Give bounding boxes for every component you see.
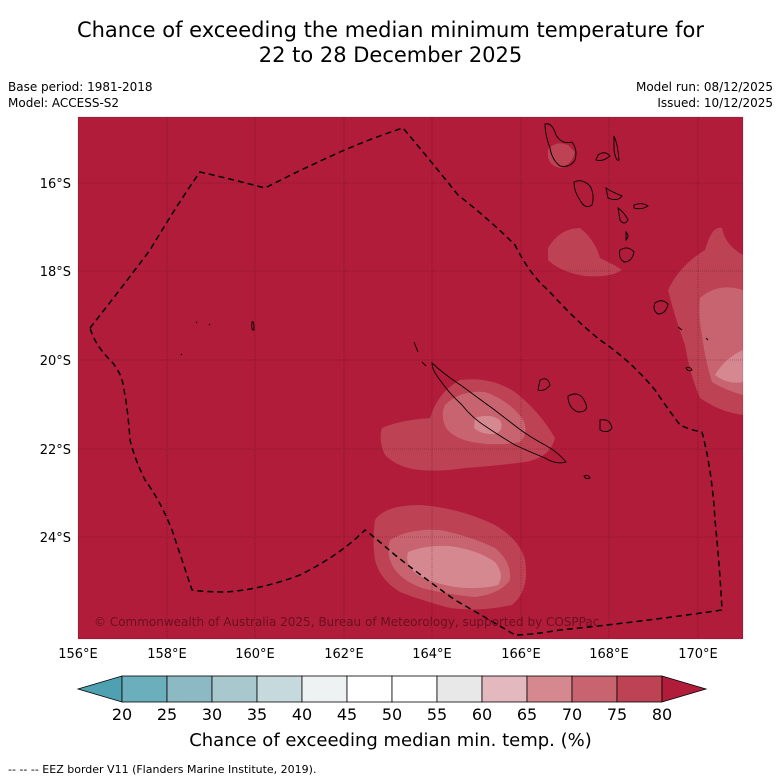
colorbar-tick-label: 50 — [382, 705, 402, 724]
colorbar-bin — [616, 675, 663, 703]
probability-contours — [373, 143, 743, 610]
colorbar-tick-label: 30 — [202, 705, 222, 724]
lat-label: 20°S — [40, 354, 71, 369]
contour-65-70-south — [407, 545, 501, 589]
contour-70-75-vanuatu-mid — [548, 228, 622, 277]
lon-label: 156°E — [58, 647, 98, 662]
colorbar-bin — [256, 675, 303, 703]
model-name: Model: ACCESS-S2 — [8, 96, 120, 110]
eez-footnote: -- -- -- EEZ border V11 (Flanders Marine… — [8, 763, 317, 776]
chesterfield-islets — [180, 321, 255, 356]
colorbar-tick-label: 70 — [562, 705, 582, 724]
contour-70-75-vanuatu-north — [547, 143, 575, 168]
colorbar-bin — [301, 675, 348, 703]
lat-label: 22°S — [40, 443, 71, 458]
contour-65-70-far-right — [715, 350, 743, 383]
colorbar-tick-label: 20 — [112, 705, 132, 724]
colorbar-bin — [211, 675, 258, 703]
map-gridlines — [78, 117, 743, 639]
colorbar-label: Chance of exceeding median min. temp. (%… — [189, 730, 592, 751]
colorbar-bin — [481, 675, 528, 703]
model-run: Model run: 08/12/2025 — [635, 80, 773, 94]
contour-65-70-new-caledonia — [474, 415, 502, 435]
colorbar-tick-label: 65 — [517, 705, 537, 724]
new-caledonia-north-islets — [413, 341, 427, 367]
colorbar-tick-label: 35 — [247, 705, 267, 724]
colorbar-bin — [571, 675, 618, 703]
colorbar-bin — [391, 675, 438, 703]
colorbar-tick-label: 40 — [292, 705, 312, 724]
colorbar-tick-label: 45 — [337, 705, 357, 724]
lon-label: 164°E — [412, 647, 452, 662]
loyalty-islands — [537, 378, 613, 433]
new-caledonia-coast — [431, 361, 567, 464]
meta-left: Base period: 1981-2018 Model: ACCESS-S2 — [8, 79, 153, 111]
longitude-labels: 156°E 158°E 160°E 162°E 164°E 166°E 168°E 170°E — [58, 647, 718, 662]
map-copyright: © Commonwealth of Australia 2025, Bureau… — [94, 615, 599, 629]
eez-border — [89, 127, 723, 636]
chart-title: Chance of exceeding the median minimum t… — [0, 18, 781, 68]
lon-label: 168°E — [589, 647, 629, 662]
lon-label: 158°E — [147, 647, 187, 662]
colorbar-tick-label: 75 — [607, 705, 627, 724]
colorbar-tick-label: 80 — [652, 705, 672, 724]
lon-label: 170°E — [678, 647, 718, 662]
title-line-1: Chance of exceeding the median minimum t… — [76, 18, 705, 42]
matthew-hunter-islands — [653, 300, 709, 372]
colorbar-bin — [121, 675, 168, 703]
colorbar-bin — [346, 675, 393, 703]
colorbar-tick-label: 60 — [472, 705, 492, 724]
issued-date: Issued: 10/12/2025 — [657, 96, 773, 110]
colorbar-bin — [166, 675, 213, 703]
colorbar-bin — [526, 675, 573, 703]
colorbar-high-extend — [661, 675, 708, 703]
colorbar-bin — [436, 675, 483, 703]
lon-label: 160°E — [235, 647, 275, 662]
vanuatu-islands-mid — [573, 180, 649, 224]
lat-label: 16°S — [40, 177, 71, 192]
colorbar-low-extend — [76, 675, 123, 703]
latitude-labels: 16°S 18°S 20°S 22°S 24°S — [40, 177, 71, 546]
lat-label: 24°S — [40, 531, 71, 546]
lat-label: 18°S — [40, 265, 71, 280]
lon-label: 166°E — [501, 647, 541, 662]
isle-of-pines — [583, 474, 591, 480]
lon-label: 162°E — [324, 647, 364, 662]
vanuatu-islands-north — [544, 123, 620, 167]
vanuatu-islands-south — [619, 230, 635, 263]
base-period: Base period: 1981-2018 — [8, 80, 153, 94]
meta-right: Model run: 08/12/2025 Issued: 10/12/2025 — [636, 79, 773, 111]
colorbar-tick-label: 25 — [157, 705, 177, 724]
colorbar-tick-label: 55 — [427, 705, 447, 724]
colorbar: 20 25 30 35 40 45 50 55 60 65 70 75 80 — [76, 675, 708, 724]
map-frame — [77, 116, 744, 640]
coastlines — [180, 123, 709, 480]
title-line-2: 22 to 28 December 2025 — [258, 43, 523, 67]
